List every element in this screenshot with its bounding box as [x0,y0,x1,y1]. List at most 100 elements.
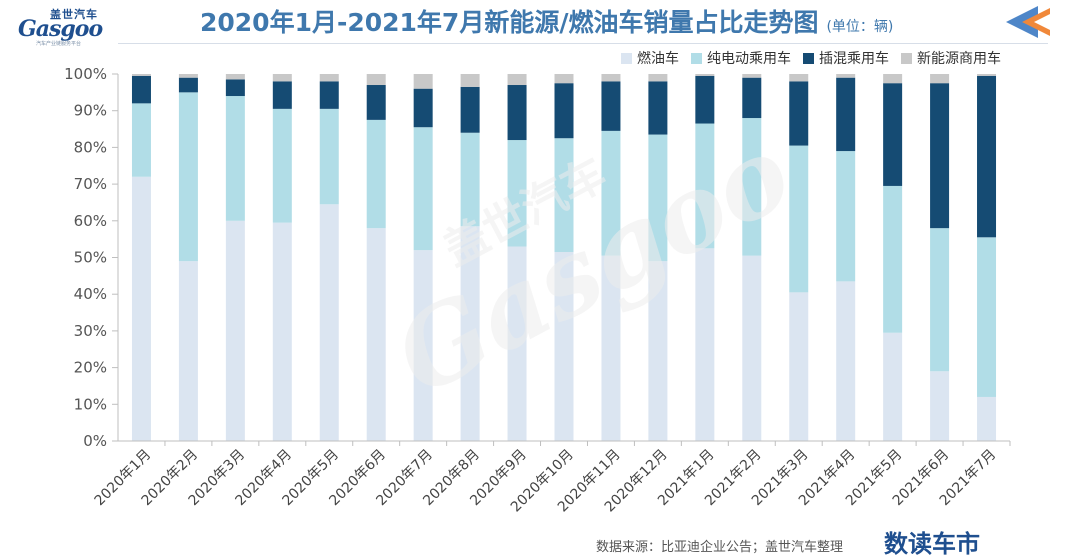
bar-phev-9 [507,85,527,141]
logo-chinese-text: 盖世汽车 [50,8,98,21]
bar-fuel-7 [413,250,433,441]
bar-commercial-14 [742,74,762,78]
y-tick-label: 10% [74,395,107,413]
bar-fuel-11 [601,255,621,441]
stacked-bar-chart: Gasgoo 盖世汽车 0%10%20%30%40%50%60%70%80%90… [64,65,1011,515]
legend-label-commercial: 新能源商用车 [917,51,1001,67]
header-divider [118,43,1048,44]
bar-bev-9 [507,140,527,247]
bar-commercial-7 [413,74,433,89]
bar-bev-2 [178,92,198,262]
y-tick-label: 70% [74,175,107,193]
legend-swatch-phev [803,52,814,64]
bar-phev-11 [601,81,621,131]
y-tick-label: 50% [74,249,107,267]
bar-fuel-9 [507,246,527,441]
back-arrow-icon[interactable] [1004,4,1054,40]
bar-phev-5 [319,81,339,109]
bar-fuel-13 [695,248,715,441]
legend-label-bev: 纯电动乘用车 [707,51,791,67]
bar-fuel-3 [225,220,245,441]
legend-item-bev: 纯电动乘用车 [691,48,791,68]
bar-commercial-19 [977,74,997,76]
bar-bev-1 [131,103,151,177]
bar-commercial-15 [789,74,809,82]
bar-bev-10 [554,138,574,252]
y-tick-label: 40% [74,285,107,303]
back-arrow-icon-cut [1034,14,1050,30]
bar-phev-10 [554,83,574,139]
bar-commercial-9 [507,74,527,86]
y-tick-label: 0% [83,432,107,450]
gasgoo-logo: 盖世汽车 Gasgoo 汽车产业链服务平台 [14,6,114,47]
bar-phev-13 [695,75,715,124]
legend-item-commercial: 新能源商用车 [901,48,1001,68]
bar-bev-15 [789,145,809,293]
bar-fuel-10 [554,252,574,441]
brand-mark: 数读车市 [884,530,980,558]
bar-commercial-2 [178,74,198,78]
bar-phev-3 [225,79,245,97]
bar-bev-12 [648,134,668,262]
bar-commercial-17 [883,74,903,84]
legend-swatch-commercial [901,52,912,64]
bar-fuel-1 [131,176,151,441]
bar-bev-3 [225,96,245,221]
bar-fuel-6 [366,228,386,441]
legend-label-fuel: 燃油车 [637,51,679,67]
bar-bev-17 [883,185,903,333]
bar-fuel-12 [648,261,668,441]
bar-fuel-18 [930,371,950,441]
bar-commercial-4 [272,74,292,82]
chart-unit: (单位：辆) [826,19,894,35]
bar-phev-7 [413,88,433,128]
chart-title-text: 2020年1月-2021年7月新能源/燃油车销量占比走势图 [200,8,819,37]
bar-series-group [131,74,997,441]
bar-fuel-19 [977,396,997,441]
bar-phev-15 [789,81,809,146]
logo-english-text: Gasgoo [18,16,103,42]
y-tick-label: 90% [74,102,107,120]
bar-phev-1 [131,75,151,104]
bar-bev-14 [742,118,762,256]
bar-phev-18 [930,83,950,229]
bar-bev-18 [930,228,950,372]
bar-bev-19 [977,237,997,397]
bar-phev-19 [977,75,997,238]
bar-commercial-12 [648,74,668,82]
legend-swatch-bev [691,52,702,64]
bar-fuel-2 [178,261,198,441]
y-tick-label: 100% [64,65,107,83]
bar-fuel-17 [883,332,903,441]
bar-phev-16 [836,77,856,152]
y-tick-label: 60% [74,212,107,230]
bar-fuel-8 [460,226,480,441]
bar-phev-6 [366,85,386,120]
legend-swatch-fuel [621,52,632,64]
bar-bev-8 [460,132,480,227]
bar-bev-5 [319,108,339,205]
bar-phev-12 [648,81,668,135]
bar-bev-16 [836,151,856,282]
bar-phev-8 [460,86,480,133]
legend-item-fuel: 燃油车 [621,48,679,68]
bar-phev-14 [742,77,762,119]
bar-bev-13 [695,123,715,249]
bar-commercial-18 [930,74,950,84]
bar-fuel-4 [272,222,292,441]
bar-fuel-15 [789,292,809,441]
bar-phev-17 [883,83,903,186]
bar-commercial-13 [695,74,715,76]
chart-legend: 燃油车 纯电动乘用车 插混乘用车 新能源商用车 [621,48,1001,68]
bar-fuel-5 [319,204,339,441]
data-source-note: 数据来源：比亚迪企业公告；盖世汽车整理 [596,540,844,555]
y-tick-label: 30% [74,322,107,340]
bar-bev-6 [366,119,386,229]
bar-commercial-8 [460,74,480,87]
bar-commercial-16 [836,74,856,78]
bar-phev-4 [272,81,292,109]
bar-bev-4 [272,108,292,223]
bar-commercial-5 [319,74,339,82]
bar-commercial-6 [366,74,386,86]
bar-fuel-16 [836,281,856,441]
